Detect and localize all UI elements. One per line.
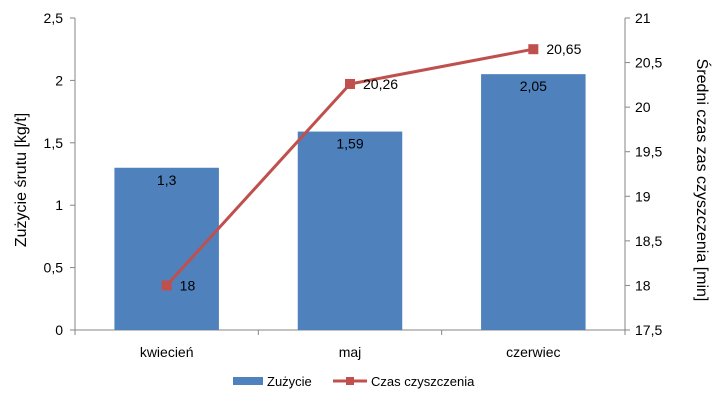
right-tick-label: 19,5: [635, 144, 662, 160]
right-tick-label: 17,5: [635, 322, 662, 338]
legend-label-bar: Zużycie: [267, 374, 312, 389]
right-axis-title: Średni czas zas czyszczenia [min]: [693, 59, 712, 302]
left-tick-label: 1: [55, 197, 63, 213]
line-point: [345, 78, 355, 89]
left-tick-label: 1,5: [44, 135, 64, 151]
right-y-axis: 17,5 18 18,5 19 19,5 20 20,5 21: [624, 10, 662, 338]
bar: [481, 74, 586, 330]
left-tick-label: 0: [55, 322, 63, 338]
right-tick-label: 20: [635, 99, 651, 115]
left-tick-label: 2: [55, 72, 63, 88]
right-tick-label: 19: [635, 188, 651, 204]
line-point: [528, 44, 539, 55]
left-tick-label: 0,5: [44, 260, 64, 276]
bar: [114, 167, 219, 330]
line-data-label: 20,65: [546, 41, 581, 57]
line-data-label: 18: [180, 277, 196, 293]
line-data-label: 20,26: [363, 76, 398, 92]
right-tick-label: 20,5: [635, 55, 662, 71]
legend-swatch-bar: [233, 377, 263, 385]
x-tick-label: kwiecień: [140, 344, 194, 360]
bar-data-label: 1,59: [336, 136, 363, 152]
bar-series: 1,3 1,59 2,05: [114, 74, 586, 330]
legend: Zużycie Czas czyszczenia: [233, 374, 475, 389]
x-tick-label: czerwiec: [506, 344, 560, 360]
right-tick-label: 18: [635, 277, 651, 293]
line-series: 18 20,26 20,65: [161, 41, 582, 293]
legend-swatch-marker: [346, 377, 354, 385]
bar: [297, 131, 403, 330]
right-tick-label: 18,5: [635, 233, 662, 249]
left-tick-label: 2,5: [44, 10, 64, 26]
x-axis: kwiecień maj czerwiec: [74, 329, 626, 360]
left-axis-title: Zużycie śrutu [kg/t]: [13, 113, 30, 247]
right-tick-label: 21: [635, 10, 651, 26]
bar-data-label: 2,05: [520, 78, 547, 94]
left-y-axis: 0 0,5 1 1,5 2 2,5: [44, 10, 76, 338]
bar-data-label: 1,3: [157, 172, 177, 188]
line-point: [161, 280, 172, 291]
x-tick-label: maj: [339, 344, 362, 360]
legend-label-line: Czas czyszczenia: [371, 374, 475, 389]
